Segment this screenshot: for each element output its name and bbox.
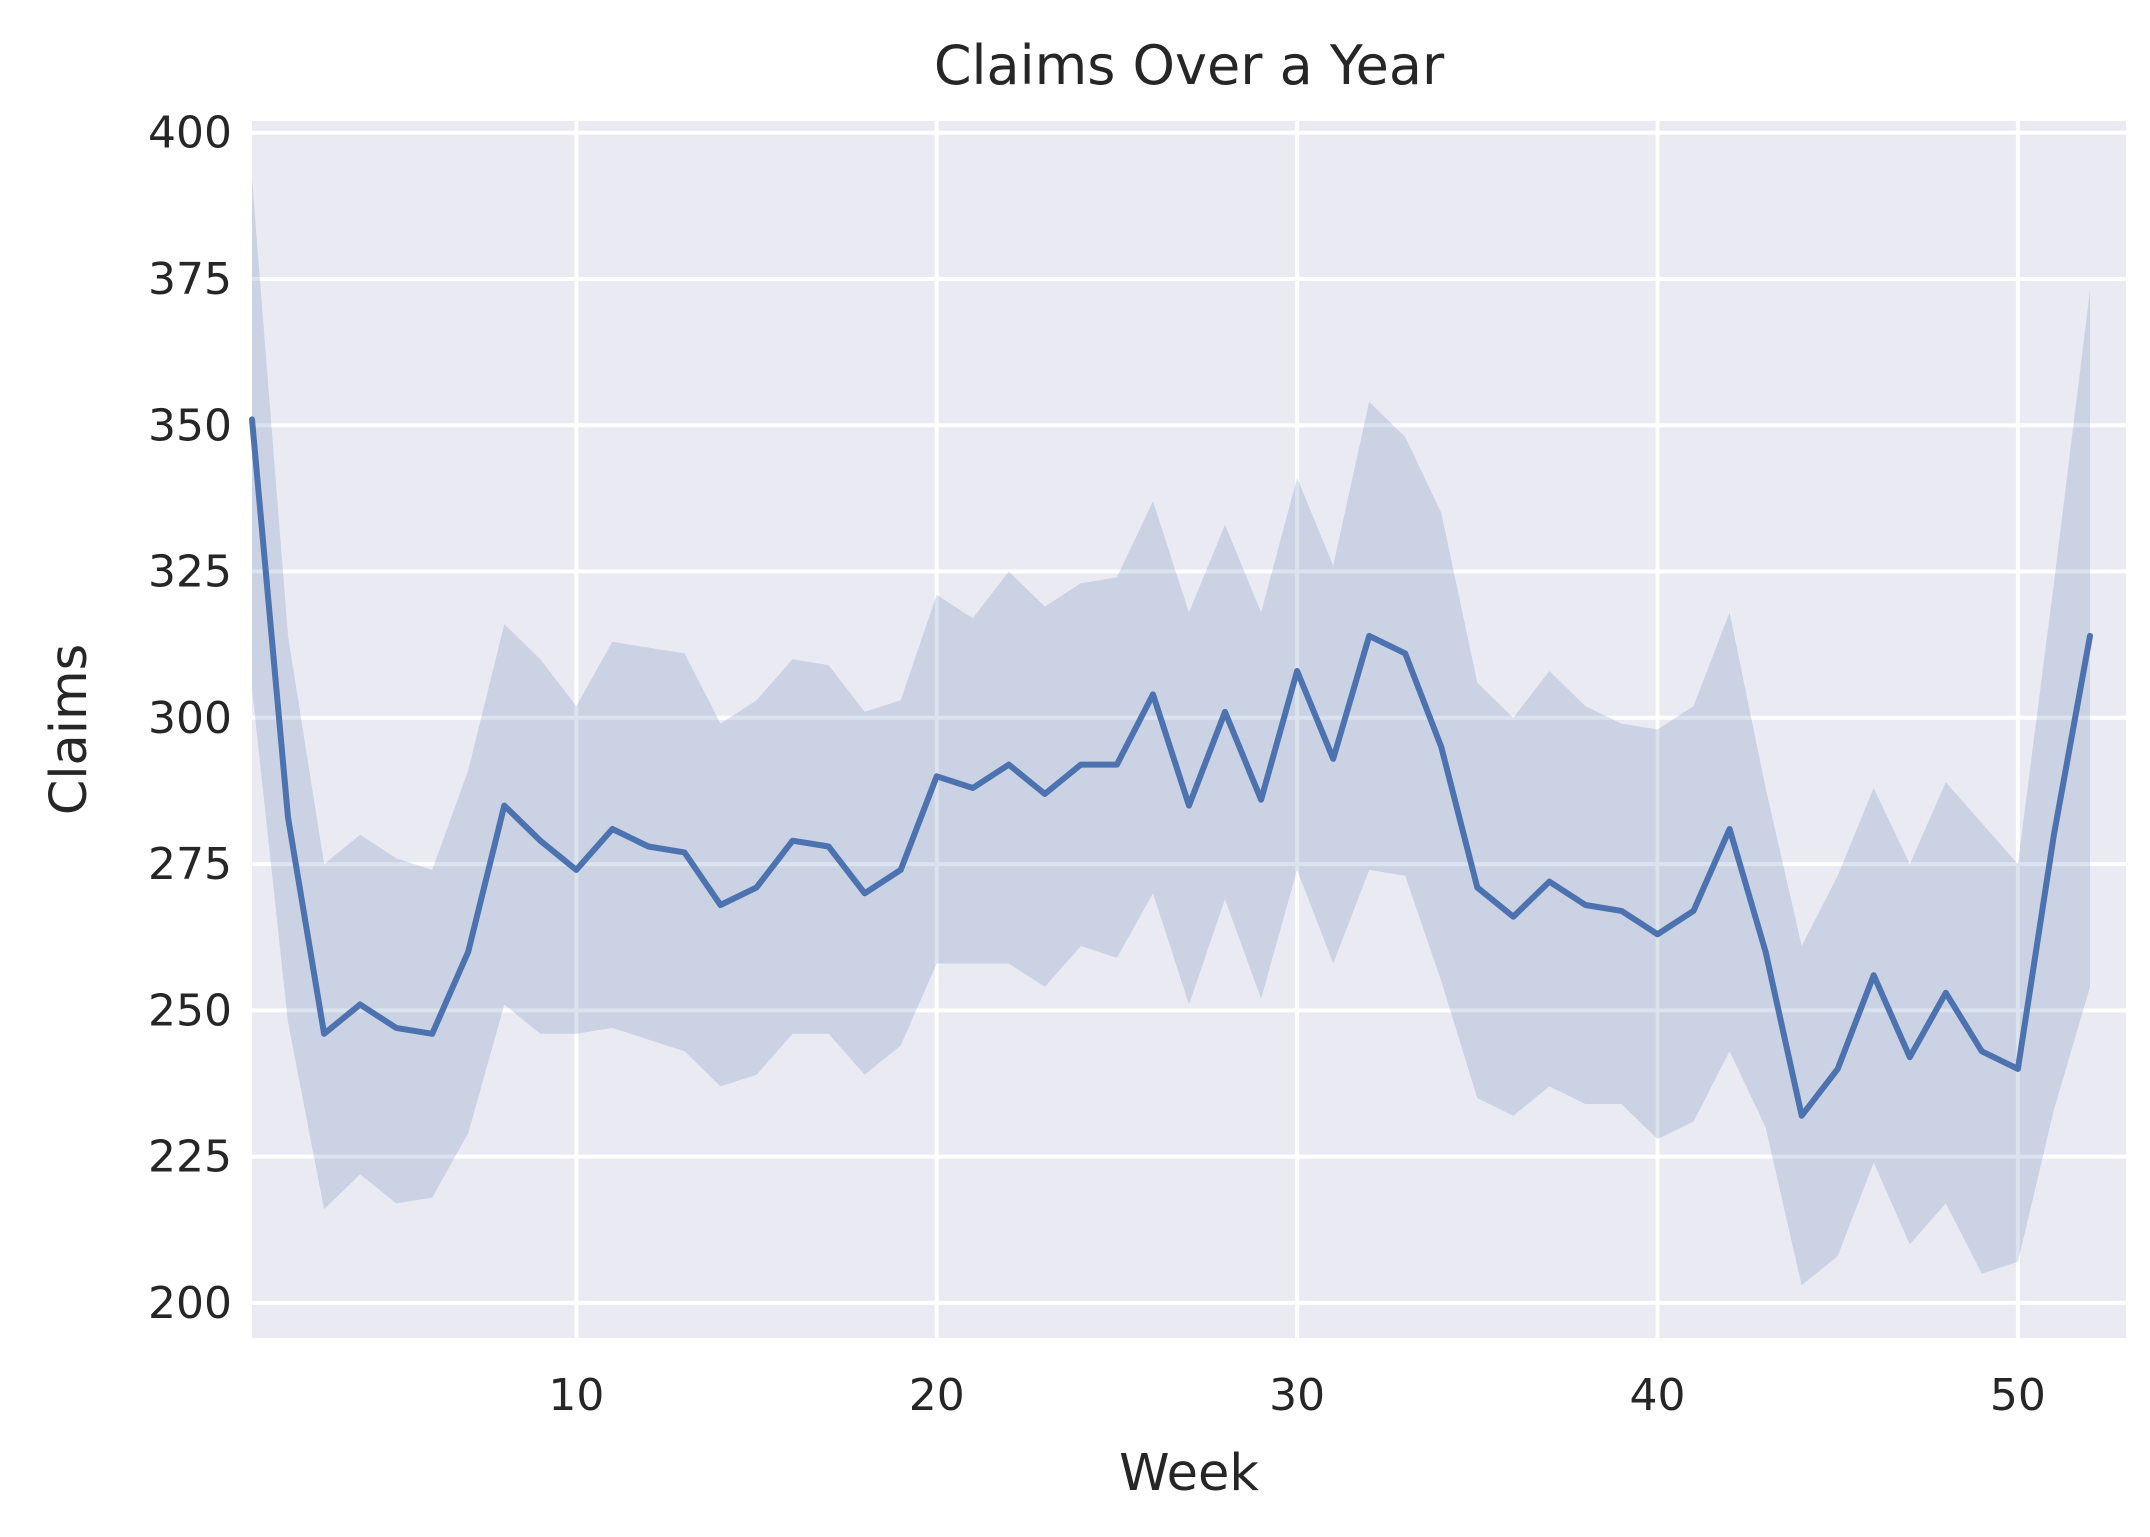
x-tick-labels: 10 20 30 40 50 [548,1370,2046,1421]
y-tick-label: 275 [148,839,232,890]
y-tick-label: 200 [148,1278,232,1329]
x-axis-label: Week [1119,1444,1259,1503]
x-tick-label: 40 [1630,1370,1686,1421]
confidence-band-layer [252,179,2090,1286]
chart-title: Claims Over a Year [934,34,1445,97]
series-line-layer [249,416,2093,1119]
y-tick-label: 250 [148,985,232,1036]
confidence-band [252,179,2090,1286]
y-tick-label: 375 [148,254,232,305]
x-tick-label: 20 [909,1370,965,1421]
x-tick-label: 30 [1269,1370,1325,1421]
y-axis-label: Claims [40,644,99,815]
series-line [249,416,2093,1119]
grid-lines [252,121,2126,1338]
x-tick-label: 50 [1990,1370,2046,1421]
y-tick-label: 350 [148,400,232,451]
x-tick-label: 10 [548,1370,604,1421]
y-tick-label: 300 [148,693,232,744]
y-tick-label: 325 [148,547,232,598]
plot-background [252,121,2126,1338]
y-tick-labels: 200 225 250 275 300 325 350 375 400 [148,108,232,1329]
y-tick-label: 225 [148,1132,232,1183]
y-tick-label: 400 [148,108,232,159]
